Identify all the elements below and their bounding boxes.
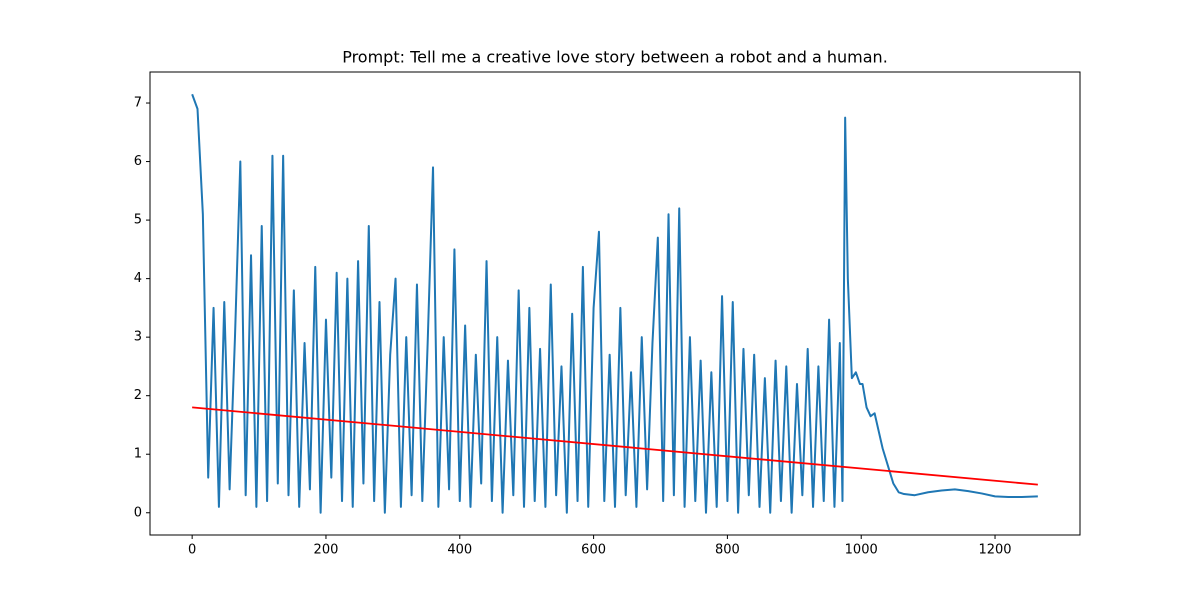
data-line xyxy=(191,93,1038,514)
axes-frame xyxy=(149,71,1081,536)
x-tick-label: 800 xyxy=(715,543,740,558)
x-tick-label: 1200 xyxy=(978,543,1011,558)
x-tick-label: 400 xyxy=(447,543,472,558)
y-tick-label: 2 xyxy=(134,388,142,403)
chart-title: Prompt: Tell me a creative love story be… xyxy=(342,48,888,67)
x-tick-label: 200 xyxy=(314,543,339,558)
trend-line xyxy=(192,406,1038,486)
y-tick-label: 6 xyxy=(134,154,142,169)
x-tick-label: 1000 xyxy=(845,543,878,558)
y-tick-label: 1 xyxy=(134,447,142,462)
x-tick-label: 0 xyxy=(188,543,196,558)
y-tick-label: 5 xyxy=(134,213,142,228)
y-tick-label: 3 xyxy=(134,330,142,345)
y-tick-label: 0 xyxy=(134,505,142,520)
x-tick-label: 600 xyxy=(581,543,606,558)
y-tick-label: 7 xyxy=(134,96,142,111)
y-tick-label: 4 xyxy=(134,271,142,286)
